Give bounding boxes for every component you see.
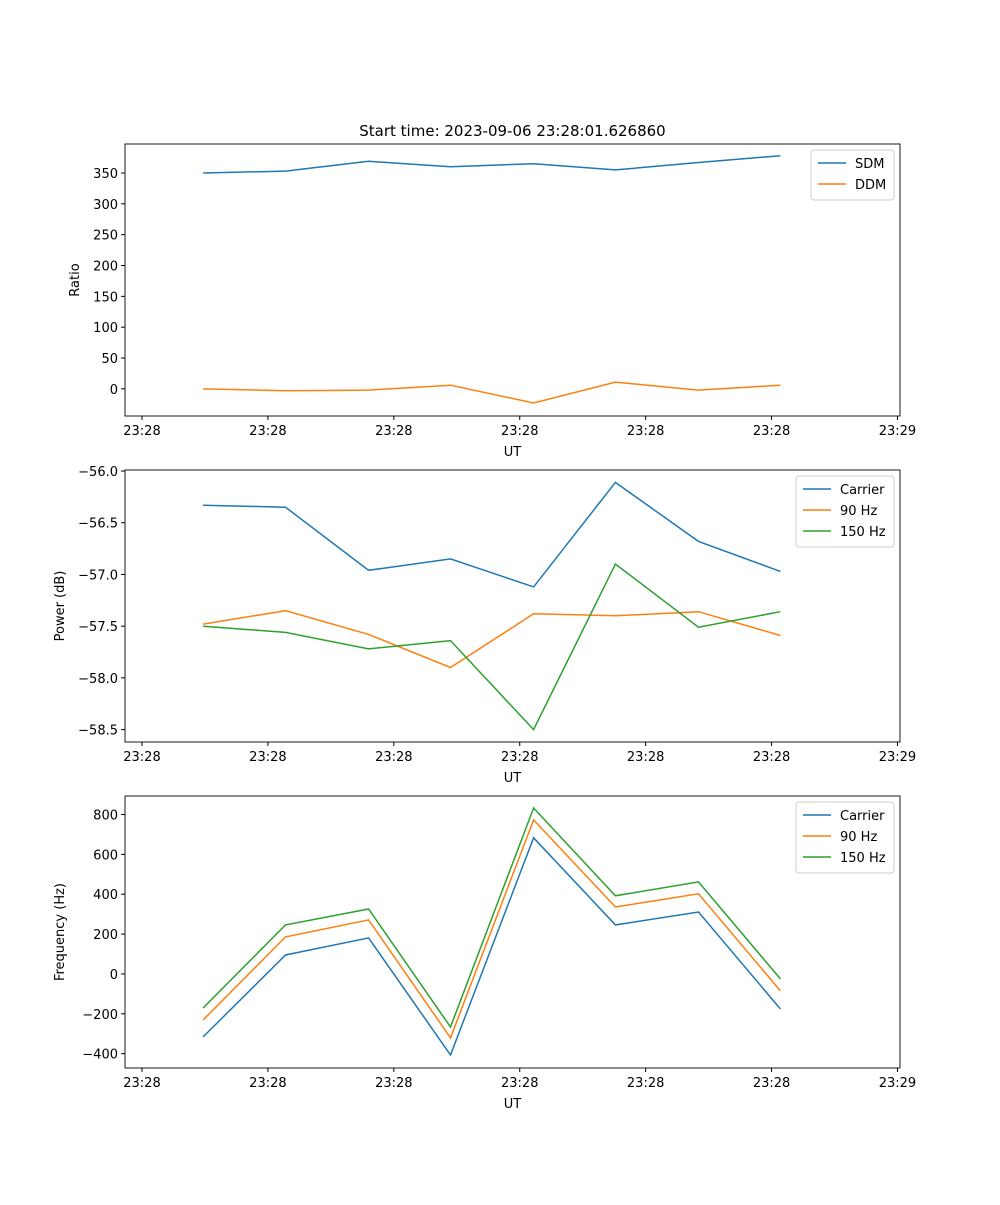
x-tick-label: 23:28 (249, 1076, 286, 1091)
x-tick-label: 23:28 (375, 424, 412, 439)
series-line-carrier (203, 481, 781, 588)
x-tick-label: 23:28 (249, 750, 286, 765)
x-tick-label: 23:28 (375, 1076, 412, 1091)
legend-label: Carrier (840, 809, 885, 824)
x-tick-label: 23:28 (753, 750, 790, 765)
x-tick-label: 23:28 (627, 424, 664, 439)
y-tick-label: −57.5 (78, 620, 118, 635)
y-tick-label: 250 (93, 229, 118, 244)
y-tick-label: 800 (93, 809, 118, 824)
series-line-90-hz (202, 609, 781, 669)
y-tick-label: −57.0 (78, 568, 118, 583)
subplot-1: Start time: 2023-09-06 23:28:01.626860 23… (68, 122, 916, 460)
y-tick-label: 300 (93, 198, 118, 213)
legend: Carrier 90 Hz 150 Hz (795, 801, 895, 874)
legend-label: SDM (855, 157, 884, 172)
legend-label: Carrier (840, 483, 885, 498)
axes-frame (124, 469, 901, 743)
y-tick-label: 200 (93, 928, 118, 943)
axes-frame (124, 795, 901, 1069)
y-tick-label: 100 (93, 321, 118, 336)
y-axis-label: Ratio (68, 263, 83, 296)
x-tick-label: 23:28 (501, 750, 538, 765)
y-tick-label: −58.5 (78, 724, 118, 739)
series-line-150-hz (202, 806, 781, 1029)
y-tick-label: 400 (93, 888, 118, 903)
series-line-sdm (203, 154, 781, 174)
series-line-ddm (203, 381, 781, 404)
legend-label: 150 Hz (840, 525, 886, 540)
x-tick-label: 23:28 (501, 1076, 538, 1091)
y-axis-label: Frequency (Hz) (53, 883, 68, 981)
x-tick-label: 23:28 (627, 750, 664, 765)
y-tick-label: 0 (110, 968, 118, 983)
legend-label: DDM (855, 178, 886, 193)
y-tick-label: 350 (93, 167, 118, 182)
legend-box (795, 475, 895, 548)
subplot-3: 23:28 23:28 23:28 23:28 23:28 23:28 23:29 −400 −… (53, 795, 916, 1112)
y-tick-label: −56.0 (78, 465, 118, 480)
x-tick-label: 23:28 (627, 1076, 664, 1091)
y-tick-label: 50 (101, 352, 118, 367)
y-axis-label: Power (dB) (53, 571, 68, 642)
legend-label: 90 Hz (840, 504, 877, 519)
y-tick-label: 150 (93, 290, 118, 305)
series-line-150-hz (203, 562, 781, 731)
legend-box (795, 801, 895, 874)
legend: Carrier 90 Hz 150 Hz (795, 475, 895, 548)
series-line-90-hz (202, 818, 781, 1040)
y-tick-label: 600 (93, 848, 118, 863)
x-tick-label: 23:28 (753, 424, 790, 439)
x-axis-label: UT (504, 445, 522, 460)
series-line-carrier (202, 836, 781, 1057)
x-tick-label: 23:28 (375, 750, 412, 765)
chart-title: Start time: 2023-09-06 23:28:01.626860 (359, 122, 665, 140)
legend-label: 90 Hz (840, 830, 877, 845)
x-tick-label: 23:28 (753, 1076, 790, 1091)
subplot-2: 23:28 23:28 23:28 23:28 23:28 23:28 23:29 −56.0… (53, 465, 916, 786)
x-tick-label: 23:28 (501, 424, 538, 439)
y-tick-label: −56.5 (78, 517, 118, 532)
legend-label: 150 Hz (840, 851, 886, 866)
x-tick-label: 23:28 (123, 750, 160, 765)
x-tick-label: 23:29 (879, 750, 916, 765)
x-tick-label: 23:29 (879, 424, 916, 439)
y-tick-label: −200 (82, 1008, 118, 1023)
x-axis-label: UT (504, 771, 522, 786)
y-tick-label: −400 (82, 1048, 118, 1063)
legend: SDM DDM (810, 149, 895, 201)
x-tick-label: 23:28 (249, 424, 286, 439)
x-tick-label: 23:29 (879, 1076, 916, 1091)
x-tick-label: 23:28 (123, 1076, 160, 1091)
axes-frame (124, 143, 901, 417)
y-tick-label: −58.0 (78, 672, 118, 687)
x-axis-label: UT (504, 1097, 522, 1112)
y-tick-label: 0 (110, 383, 118, 398)
x-tick-label: 23:28 (123, 424, 160, 439)
y-tick-label: 200 (93, 260, 118, 275)
